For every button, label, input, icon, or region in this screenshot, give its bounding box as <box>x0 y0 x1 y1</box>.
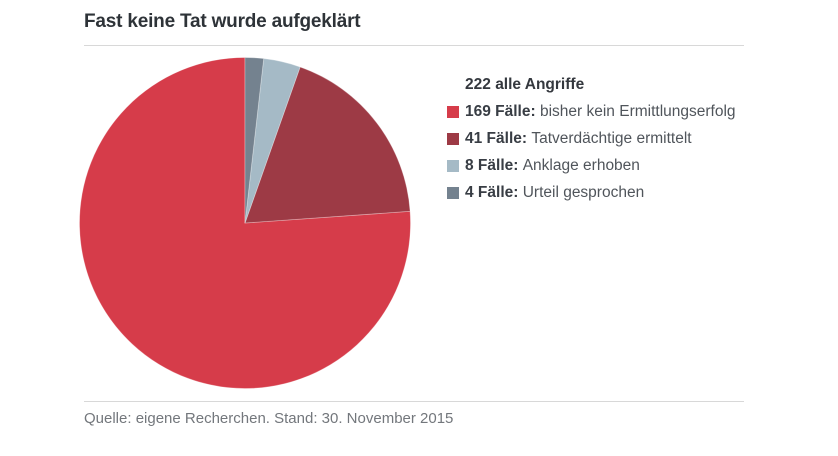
legend-header: 222 alle Angriffe <box>447 71 817 98</box>
legend-item-value: 8 Fälle: <box>465 156 523 174</box>
legend-swatch-icon <box>447 132 459 145</box>
pie-slice-2 <box>244 66 411 224</box>
pie-chart <box>79 57 411 389</box>
legend-item-value: 4 Fälle: <box>465 183 523 201</box>
legend-item-2: 41 Fälle: Tatverdächtige ermittelt <box>447 125 817 152</box>
legend-item-description: Urteil gesprochen <box>522 183 645 201</box>
legend-item-4: 4 Fälle: Urteil gesprochen <box>447 179 817 206</box>
title-divider <box>84 45 744 46</box>
legend-item-description: bisher kein Ermittlungserfolg <box>539 102 736 120</box>
legend-swatch-icon <box>447 159 459 172</box>
page-title: Fast keine Tat wurde aufgeklärt <box>84 11 361 32</box>
legend-items: 169 Fälle: bisher kein Ermittlungserfolg… <box>447 98 817 206</box>
legend: 222 alle Angriffe 169 Fälle: bisher kein… <box>447 71 817 206</box>
pie-slice-4 <box>244 57 265 224</box>
source-note: Quelle: eigene Recherchen. Stand: 30. No… <box>84 410 454 427</box>
legend-item-description: Anklage erhoben <box>522 156 640 174</box>
legend-item-value: 41 Fälle: <box>465 129 532 147</box>
pie-chart-container <box>79 57 411 389</box>
legend-item-value: 169 Fälle: <box>465 102 540 120</box>
pie-slice-1 <box>79 57 411 389</box>
legend-item-description: Tatverdächtige ermittelt <box>531 129 692 147</box>
pie-slice-3 <box>244 58 301 224</box>
legend-item-1: 169 Fälle: bisher kein Ermittlungserfolg <box>447 98 817 125</box>
legend-item-3: 8 Fälle: Anklage erhoben <box>447 152 817 179</box>
legend-swatch-icon <box>447 105 459 118</box>
legend-total-value: 222 <box>465 76 491 93</box>
footer-divider <box>84 401 744 402</box>
legend-swatch-icon <box>447 186 459 199</box>
legend-total-label: alle Angriffe <box>495 76 585 93</box>
